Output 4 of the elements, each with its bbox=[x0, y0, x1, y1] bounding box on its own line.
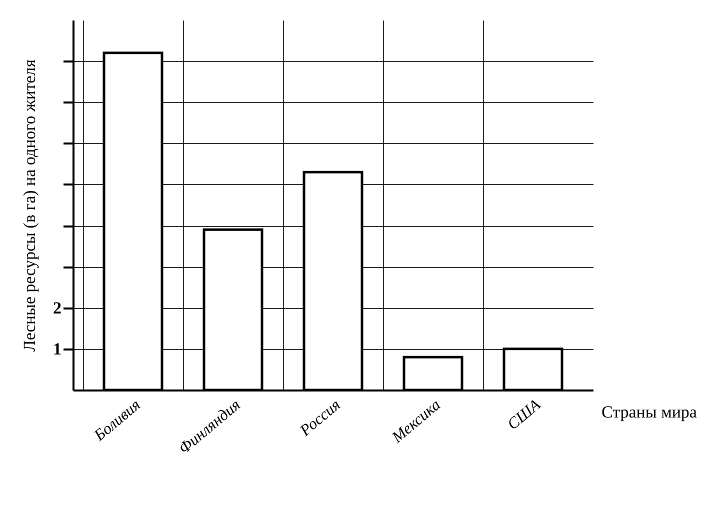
x-axis-title: Страны мира bbox=[602, 402, 698, 422]
y-axis-title: Лесные ресурсы (в га) на одного жителя bbox=[20, 59, 39, 352]
y-tick-label: 2 bbox=[53, 298, 62, 318]
y-tick-label: 1 bbox=[53, 339, 62, 358]
